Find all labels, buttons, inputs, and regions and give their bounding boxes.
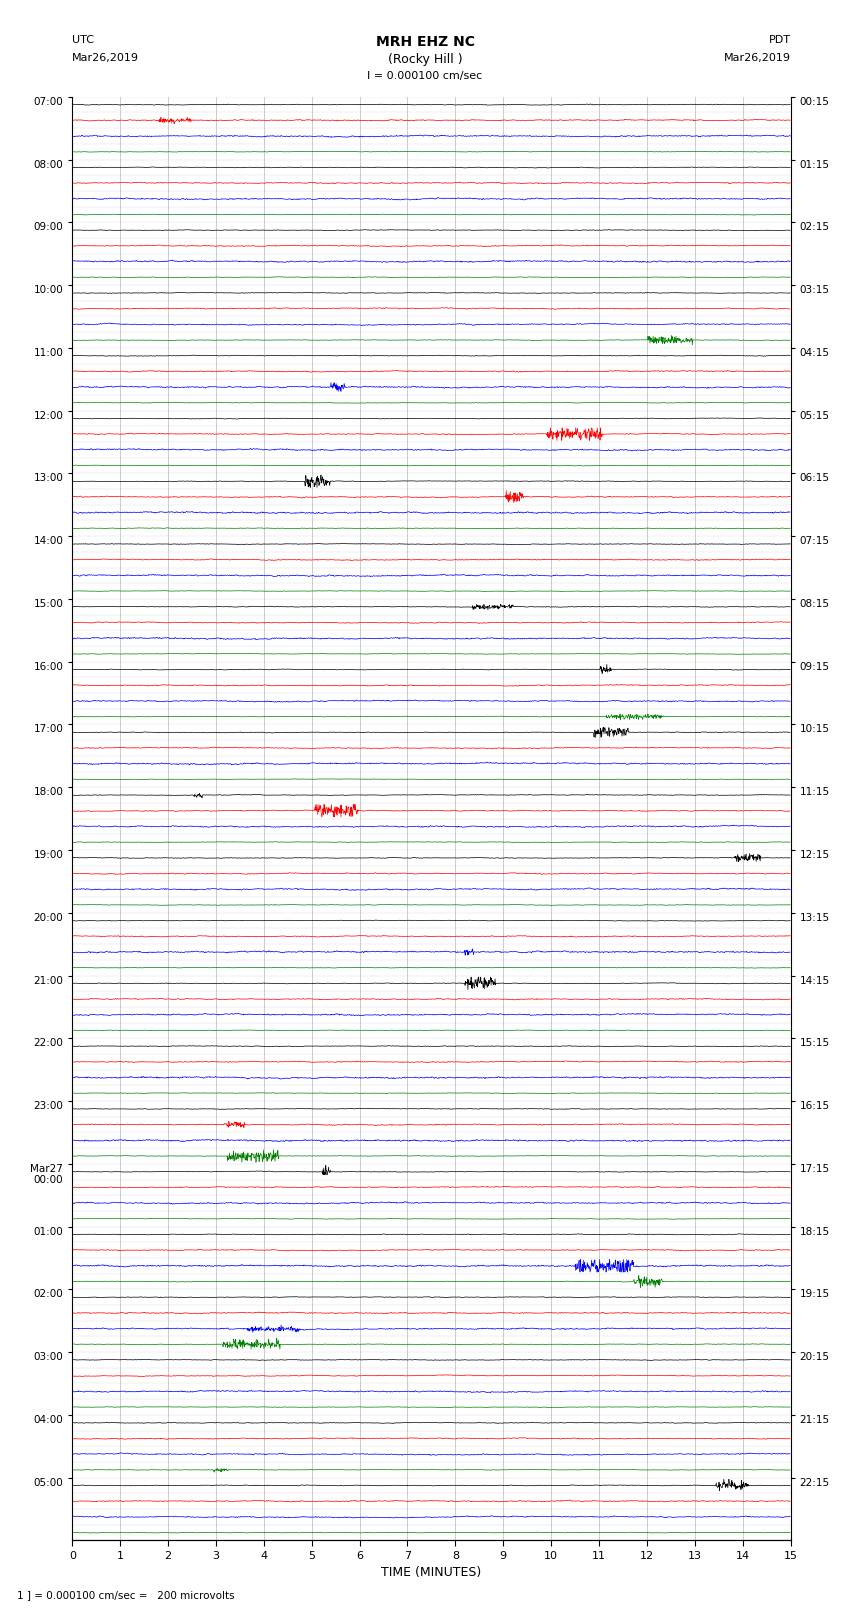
- Text: MRH EHZ NC: MRH EHZ NC: [376, 35, 474, 50]
- Text: Mar26,2019: Mar26,2019: [723, 53, 791, 63]
- Text: (Rocky Hill ): (Rocky Hill ): [388, 53, 462, 66]
- Text: 1 ] = 0.000100 cm/sec =   200 microvolts: 1 ] = 0.000100 cm/sec = 200 microvolts: [17, 1590, 235, 1600]
- X-axis label: TIME (MINUTES): TIME (MINUTES): [382, 1566, 481, 1579]
- Text: I = 0.000100 cm/sec: I = 0.000100 cm/sec: [367, 71, 483, 81]
- Text: Mar26,2019: Mar26,2019: [72, 53, 139, 63]
- Text: UTC: UTC: [72, 35, 94, 45]
- Text: PDT: PDT: [768, 35, 790, 45]
